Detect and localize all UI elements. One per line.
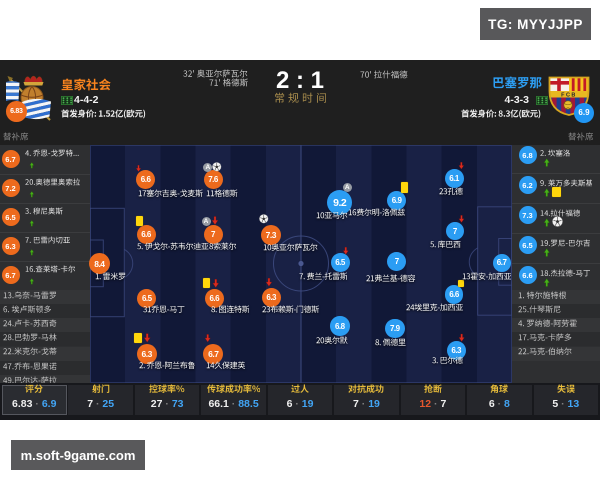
svg-text:FCB: FCB	[561, 92, 577, 98]
